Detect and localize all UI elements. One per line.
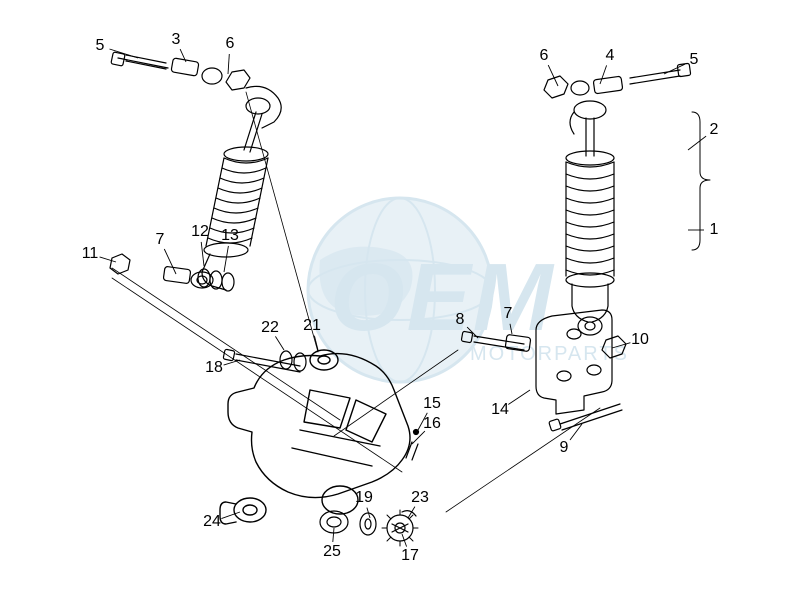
callout-11: 11	[82, 245, 99, 263]
leader-14	[508, 390, 530, 405]
callout-25: 25	[323, 543, 341, 561]
callout-9: 9	[560, 439, 569, 457]
leader-25	[333, 528, 334, 542]
left-lower-hw	[110, 254, 234, 291]
callout-5: 5	[690, 51, 699, 69]
leader-22	[275, 336, 284, 350]
callout-18: 18	[205, 359, 223, 377]
leader-13	[224, 246, 228, 272]
callout-15: 15	[423, 395, 441, 413]
leader-6	[548, 65, 558, 86]
leader-12	[201, 242, 204, 266]
callout-8: 8	[456, 311, 465, 329]
right-bracket	[692, 112, 710, 250]
callout-3: 3	[172, 31, 181, 49]
pins-15-16	[406, 430, 419, 461]
callout-17: 17	[401, 547, 419, 565]
callout-12: 12	[191, 223, 209, 241]
callout-23: 23	[411, 489, 429, 507]
callout-16: 16	[423, 415, 441, 433]
callout-24: 24	[203, 513, 221, 531]
leader-6	[228, 54, 229, 74]
callout-5: 5	[96, 37, 105, 55]
callout-19: 19	[355, 489, 373, 507]
leader-7	[510, 324, 512, 334]
callout-2: 2	[710, 121, 719, 139]
right-midbolt	[461, 331, 531, 351]
callout-21: 21	[303, 317, 321, 335]
left-shock	[111, 52, 281, 290]
callout-7: 7	[504, 305, 513, 323]
callout-6: 6	[540, 47, 549, 65]
right-shock	[544, 63, 691, 335]
muffler-bracket	[536, 310, 626, 414]
callout-13: 13	[221, 227, 239, 245]
leader-7	[164, 249, 176, 274]
assembly-lines	[112, 92, 600, 512]
leader-4	[600, 65, 607, 84]
callout-22: 22	[261, 319, 279, 337]
leader-5	[110, 49, 139, 58]
callout-14: 14	[491, 401, 509, 419]
leader-lines	[100, 49, 707, 547]
leader-21	[314, 336, 318, 350]
callout-7: 7	[156, 231, 165, 249]
leader-5	[664, 64, 685, 74]
callout-1: 1	[710, 221, 719, 239]
callout-10: 10	[631, 331, 649, 349]
leader-10	[612, 343, 630, 348]
callout-6: 6	[226, 35, 235, 53]
drawing	[0, 0, 800, 600]
leader-2	[688, 136, 706, 150]
callout-4: 4	[606, 47, 615, 65]
swingarm	[220, 350, 410, 524]
diagram-stage: OEM MOTORPARTS	[0, 0, 800, 600]
